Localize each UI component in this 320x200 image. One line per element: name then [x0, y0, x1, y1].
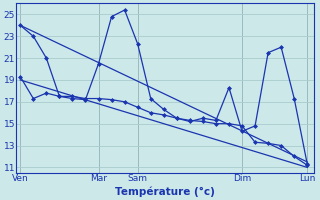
- X-axis label: Température (°c): Température (°c): [115, 186, 215, 197]
